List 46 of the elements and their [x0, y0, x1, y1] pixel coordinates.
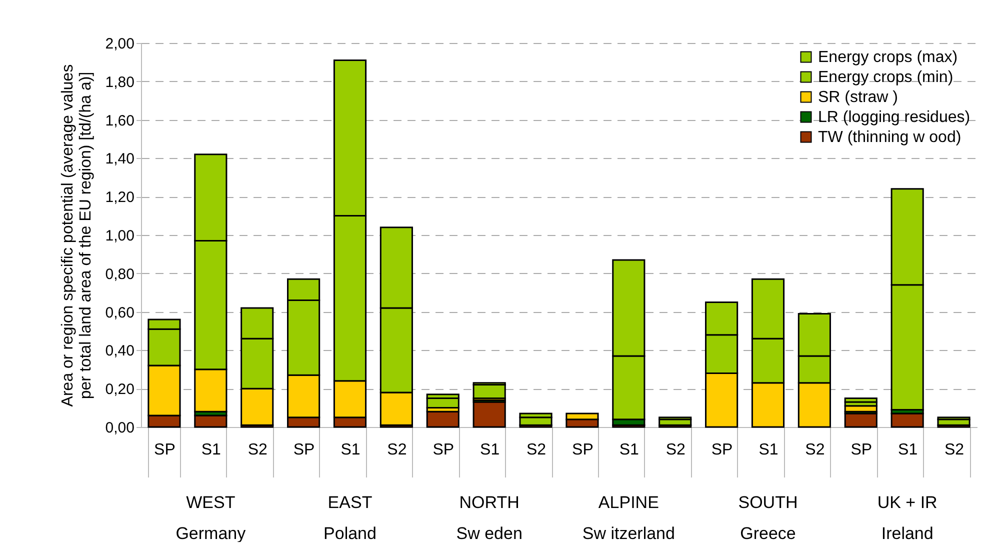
y-tick-label: 2,00: [105, 36, 134, 52]
y-tick-label: 1,60: [105, 112, 134, 130]
text: Ireland: [881, 524, 934, 543]
x-tick-label: SP: [572, 442, 594, 458]
x-tick-label: S1: [201, 442, 222, 458]
x-tick-label: SP: [432, 442, 454, 458]
text: SOUTH: [738, 493, 798, 512]
text: Greece: [740, 524, 796, 543]
y-tick-label: 0,00: [105, 420, 134, 436]
legend-label: TW (thinning w ood): [818, 129, 962, 146]
y-tick-label: 1,40: [105, 150, 134, 168]
y-tick-label: 1,80: [105, 74, 134, 91]
x-tick-label: SP: [711, 442, 733, 458]
legend-label: LR (logging residues): [818, 109, 970, 126]
y-axis-title: Area or region specific potential (average values per total land area of the EU region) [td/(ha a)]: [59, 64, 94, 407]
x-tick-label: S2: [944, 442, 964, 458]
x-tick-label: S2: [666, 442, 686, 458]
x-tick-label: SP: [850, 442, 872, 458]
y-tick-label: 1,00: [105, 228, 134, 244]
x-tick-label: S1: [480, 442, 500, 458]
x-tick-label: S2: [248, 442, 268, 458]
text: NORTH: [459, 493, 520, 512]
text: Sw eden: [456, 524, 522, 543]
x-tick-label: S1: [619, 442, 640, 458]
y-tick-label: 0,80: [105, 266, 134, 283]
text: ALPINE: [598, 493, 659, 512]
x-tick-label: S2: [805, 442, 825, 458]
x-tick-label: S1: [758, 442, 778, 458]
y-tick-label: 0,40: [105, 342, 134, 360]
x-tick-label: SP: [154, 442, 176, 458]
y-tick-label: 0,60: [105, 304, 134, 322]
text: WEST: [186, 493, 236, 512]
x-tick-label: S1: [898, 442, 918, 458]
legend-label: SR (straw ): [818, 89, 898, 106]
x-tick-label: S2: [526, 442, 546, 458]
legend-label: Energy crops (max): [818, 49, 958, 66]
text: Poland: [324, 524, 376, 543]
x-tick-label: S2: [387, 442, 407, 458]
x-tick-label: S1: [340, 442, 360, 458]
text: EAST: [328, 493, 372, 512]
y-tick-label: 1,20: [105, 189, 134, 206]
text: UK + IR: [877, 493, 938, 512]
x-tick-label: SP: [293, 442, 315, 458]
y-tick-label: 0,20: [105, 381, 134, 398]
legend-label: Energy crops (min): [818, 69, 954, 86]
text: Sw itzerland: [582, 524, 675, 543]
